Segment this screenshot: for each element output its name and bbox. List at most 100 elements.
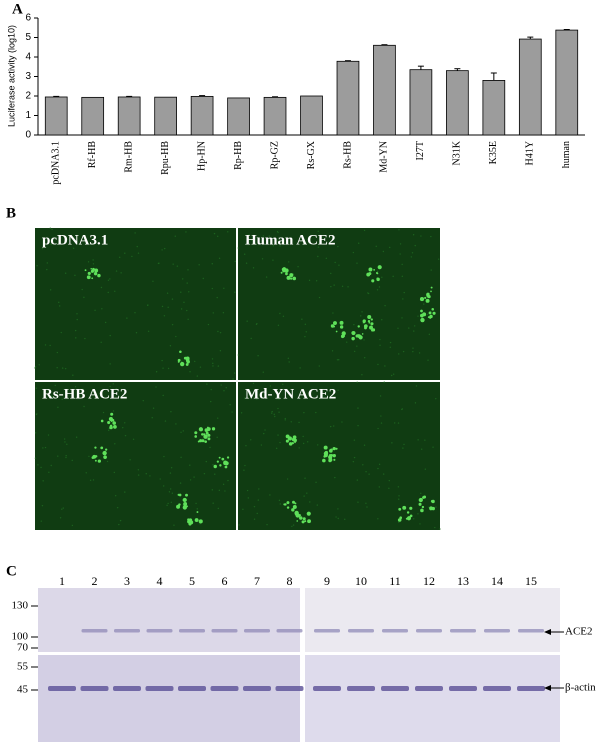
cell [110, 412, 114, 416]
cell [198, 519, 203, 524]
background-speck [237, 354, 240, 356]
background-speck [330, 285, 332, 288]
ace2-band [244, 629, 270, 633]
error-bar [344, 60, 351, 62]
cell [216, 460, 219, 463]
cell [105, 448, 108, 451]
cell [426, 295, 429, 298]
cell [304, 520, 307, 523]
background-speck [384, 365, 386, 367]
cell [431, 307, 435, 311]
background-speck [238, 524, 240, 526]
background-speck [288, 361, 290, 363]
background-speck [377, 518, 379, 520]
cell [333, 325, 336, 328]
background-speck [302, 442, 305, 445]
background-speck [361, 311, 363, 313]
background-speck [282, 315, 285, 318]
background-speck [135, 332, 138, 334]
background-speck [61, 398, 63, 401]
actin-band [381, 686, 409, 691]
cell [367, 315, 372, 320]
background-speck [64, 272, 67, 274]
background-speck [152, 407, 155, 409]
cell [430, 286, 433, 289]
cell [293, 438, 297, 443]
cell [323, 445, 328, 450]
background-speck [34, 432, 37, 434]
background-speck [380, 422, 383, 424]
cell [292, 500, 295, 504]
background-speck [233, 372, 236, 374]
background-speck [244, 464, 246, 467]
background-speck [380, 415, 382, 417]
background-speck [356, 381, 358, 383]
background-speck [83, 405, 85, 408]
background-speck [382, 250, 385, 253]
ace2-band [114, 629, 140, 633]
background-speck [76, 313, 78, 315]
background-speck [287, 261, 290, 263]
cell [376, 277, 379, 280]
actin-band [449, 686, 477, 691]
background-speck [38, 364, 40, 366]
background-speck [185, 231, 187, 233]
background-speck [107, 291, 109, 294]
lane-label: 15 [525, 574, 537, 588]
background-speck [109, 278, 111, 280]
background-speck [147, 330, 150, 332]
cell [286, 506, 290, 509]
background-speck [397, 498, 400, 500]
background-speck [378, 286, 381, 288]
cell [218, 456, 221, 459]
cell [97, 273, 101, 278]
lane-label: 7 [254, 574, 260, 588]
background-speck [196, 375, 199, 377]
background-speck [92, 263, 95, 265]
cell [291, 508, 295, 512]
background-speck [430, 269, 432, 271]
cell [200, 428, 203, 432]
ace2-band [416, 629, 442, 633]
bar [117, 96, 141, 136]
background-speck [257, 355, 259, 357]
background-speck [304, 323, 307, 326]
background-speck [180, 308, 183, 310]
background-speck [159, 478, 161, 480]
background-speck [335, 516, 337, 518]
cell [418, 502, 422, 506]
background-speck [282, 383, 284, 386]
background-speck [136, 245, 138, 248]
background-speck [219, 350, 222, 352]
background-speck [384, 304, 386, 307]
background-speck [277, 407, 279, 410]
background-speck [112, 383, 114, 385]
background-speck [51, 397, 54, 399]
cell [370, 318, 373, 321]
background-speck [169, 472, 172, 474]
background-speck [85, 472, 87, 474]
actin-band [517, 686, 545, 691]
cell [295, 513, 300, 518]
background-speck [252, 267, 255, 269]
lane-label: 14 [491, 574, 503, 588]
cell [202, 433, 206, 436]
cell [284, 268, 289, 273]
y-tick-label: 3 [25, 71, 31, 82]
cell [281, 267, 285, 271]
background-speck [149, 475, 151, 477]
background-speck [41, 504, 44, 507]
cell [186, 360, 190, 364]
background-speck [46, 268, 48, 271]
marker-label: 55 [17, 661, 29, 673]
background-speck [317, 230, 319, 232]
background-speck [222, 483, 225, 486]
cell [94, 459, 97, 462]
x-tick-label: Rp-GZ [269, 141, 280, 169]
image-label: Human ACE2 [245, 232, 335, 248]
background-speck [353, 323, 355, 326]
cell [289, 273, 294, 278]
background-speck [126, 317, 128, 319]
background-speck [205, 460, 207, 463]
background-speck [315, 411, 317, 414]
